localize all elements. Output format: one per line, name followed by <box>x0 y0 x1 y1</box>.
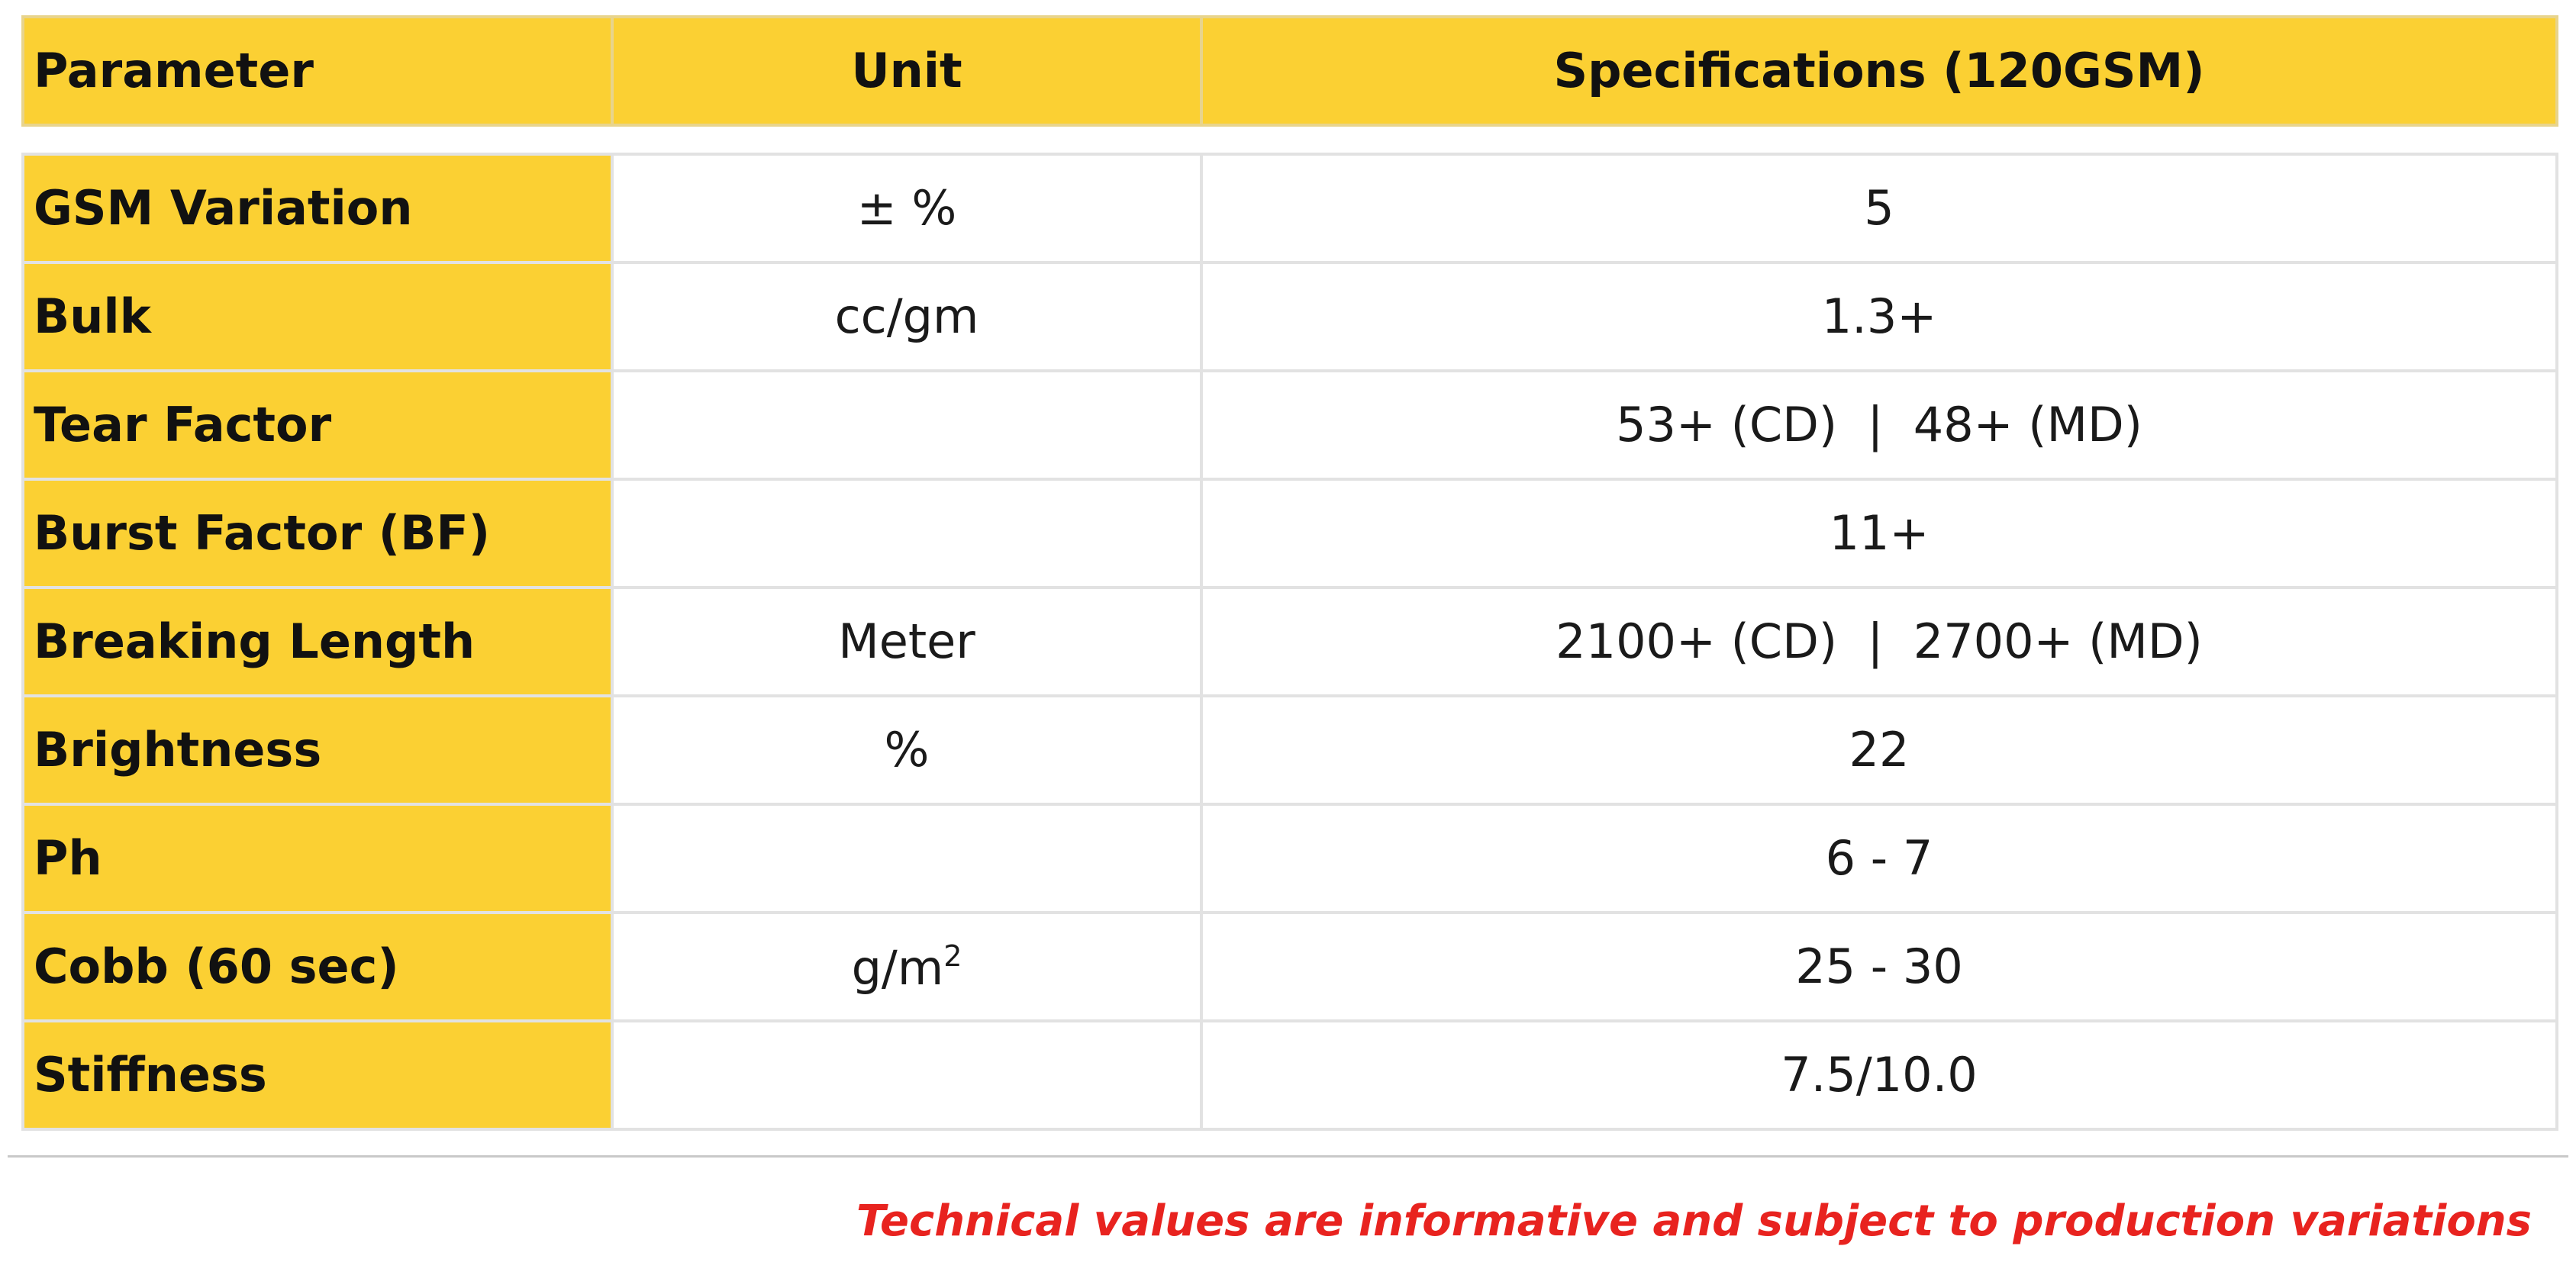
row-parameter: Cobb (60 sec) <box>21 911 614 1022</box>
row-value: 5 <box>1200 153 2558 264</box>
row-parameter: Ph <box>21 803 614 914</box>
row-value: 11+ <box>1200 478 2558 589</box>
table-row: GSM Variation ± % 5 <box>21 153 2558 264</box>
header-unit: Unit <box>611 15 1203 127</box>
row-unit <box>611 478 1203 589</box>
row-parameter: Breaking Length <box>21 586 614 697</box>
row-unit <box>611 803 1203 914</box>
row-value: 25 - 30 <box>1200 911 2558 1022</box>
table-row: Breaking Length Meter 2100+ (CD) | 2700+… <box>21 586 2558 697</box>
row-unit: Meter <box>611 586 1203 697</box>
disclaimer-note: Technical values are informative and sub… <box>856 1196 2532 1246</box>
bottom-divider <box>8 1155 2568 1158</box>
row-unit: % <box>611 694 1203 806</box>
spec-table-body: GSM Variation ± % 5 Bulk cc/gm 1.3+ Tear… <box>21 153 2558 1131</box>
row-value: 53+ (CD) | 48+ (MD) <box>1200 369 2558 481</box>
spec-table-header: Parameter Unit Specifications (120GSM) <box>21 15 2558 127</box>
row-value: 2100+ (CD) | 2700+ (MD) <box>1200 586 2558 697</box>
unit-base: g/m <box>851 940 944 996</box>
row-value: 22 <box>1200 694 2558 806</box>
table-row: Burst Factor (BF) 11+ <box>21 478 2558 589</box>
row-parameter: Bulk <box>21 261 614 372</box>
table-row: Brightness % 22 <box>21 694 2558 806</box>
table-row: Ph 6 - 7 <box>21 803 2558 914</box>
table-row: Bulk cc/gm 1.3+ <box>21 261 2558 372</box>
table-row: Stiffness 7.5/10.0 <box>21 1019 2558 1131</box>
unit-superscript: 2 <box>943 939 962 973</box>
row-parameter: Stiffness <box>21 1019 614 1131</box>
row-unit: g/m2 <box>611 911 1203 1022</box>
row-unit <box>611 1019 1203 1131</box>
row-parameter: Brightness <box>21 694 614 806</box>
row-value: 6 - 7 <box>1200 803 2558 914</box>
row-parameter: Tear Factor <box>21 369 614 481</box>
header-parameter: Parameter <box>21 15 614 127</box>
row-unit <box>611 369 1203 481</box>
row-parameter: GSM Variation <box>21 153 614 264</box>
header-specifications: Specifications (120GSM) <box>1200 15 2558 127</box>
header-row: Parameter Unit Specifications (120GSM) <box>21 15 2558 127</box>
table-row: Cobb (60 sec) g/m2 25 - 30 <box>21 911 2558 1022</box>
row-value: 1.3+ <box>1200 261 2558 372</box>
row-unit: cc/gm <box>611 261 1203 372</box>
row-unit: ± % <box>611 153 1203 264</box>
table-row: Tear Factor 53+ (CD) | 48+ (MD) <box>21 369 2558 481</box>
row-value: 7.5/10.0 <box>1200 1019 2558 1131</box>
row-parameter: Burst Factor (BF) <box>21 478 614 589</box>
